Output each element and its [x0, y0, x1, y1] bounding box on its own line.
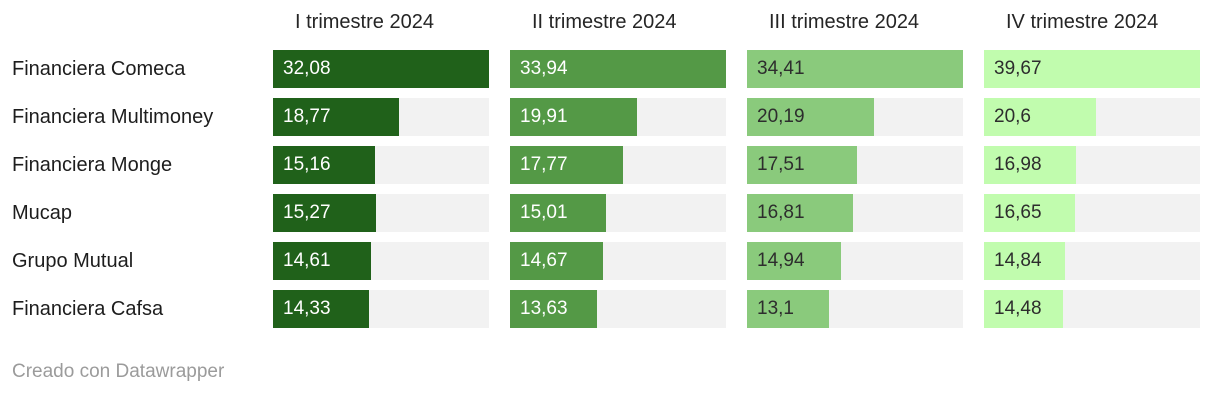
bar-value-label: 17,51: [757, 154, 805, 175]
bar-value-label: 34,41: [757, 58, 805, 79]
bar: 39,67: [984, 50, 1200, 88]
bar-value-label: 16,65: [994, 202, 1042, 223]
bar: 15,01: [510, 194, 606, 232]
bar-track: 32,08: [273, 50, 489, 88]
table-row: Financiera Comeca 32,08 33,94 34,41 39,6…: [12, 50, 1220, 88]
bar: 32,08: [273, 50, 489, 88]
row-label: Mucap: [12, 202, 73, 224]
bar-track: 20,6: [984, 98, 1200, 136]
bar: 14,84: [984, 242, 1065, 280]
table-row: Financiera Monge 15,16 17,77 17,51 16,98: [12, 146, 1220, 184]
header-spacer: [12, 8, 273, 50]
bar-track: 39,67: [984, 50, 1200, 88]
column-header-q1: I trimestre 2024: [295, 11, 434, 33]
bar: 20,19: [747, 98, 874, 136]
bar-track: 14,61: [273, 242, 489, 280]
bar-track: 17,77: [510, 146, 726, 184]
bar: 19,91: [510, 98, 637, 136]
bar-value-label: 13,1: [757, 298, 794, 319]
bar-track: 15,27: [273, 194, 489, 232]
bar: 16,81: [747, 194, 853, 232]
bar-value-label: 14,61: [283, 250, 331, 271]
bar-value-label: 14,33: [283, 298, 331, 319]
row-label: Financiera Comeca: [12, 58, 186, 80]
bar: 14,67: [510, 242, 604, 280]
bar-track: 14,33: [273, 290, 489, 328]
bar-track: 15,01: [510, 194, 726, 232]
table-row: Grupo Mutual 14,61 14,67 14,94 14,84: [12, 242, 1220, 280]
table-row: Mucap 15,27 15,01 16,81 16,65: [12, 194, 1220, 232]
bar-track: 16,81: [747, 194, 963, 232]
bar: 14,33: [273, 290, 370, 328]
row-label: Financiera Monge: [12, 154, 173, 176]
bar: 15,16: [273, 146, 376, 184]
bar: 15,27: [273, 194, 376, 232]
table-row: Financiera Multimoney 18,77 19,91 20,19 …: [12, 98, 1220, 136]
bar-value-label: 15,27: [283, 202, 331, 223]
bar-track: 18,77: [273, 98, 489, 136]
column-header-q4: IV trimestre 2024: [1006, 11, 1159, 33]
bar-track: 14,84: [984, 242, 1200, 280]
bar: 33,94: [510, 50, 726, 88]
bar-value-label: 15,01: [520, 202, 568, 223]
bar-value-label: 18,77: [283, 106, 331, 127]
bar: 13,63: [510, 290, 597, 328]
bar-track: 34,41: [747, 50, 963, 88]
bar-value-label: 20,19: [757, 106, 805, 127]
bar: 16,65: [984, 194, 1075, 232]
column-header-q2: II trimestre 2024: [532, 11, 677, 33]
bar: 14,61: [273, 242, 372, 280]
bar-track: 15,16: [273, 146, 489, 184]
bar-value-label: 32,08: [283, 58, 331, 79]
bar: 17,51: [747, 146, 857, 184]
bar-track: 14,48: [984, 290, 1200, 328]
bar-track: 16,98: [984, 146, 1200, 184]
bar-value-label: 19,91: [520, 106, 568, 127]
bar-value-label: 14,84: [994, 250, 1042, 271]
row-label: Financiera Multimoney: [12, 106, 214, 128]
bar-value-label: 17,77: [520, 154, 568, 175]
bar-value-label: 14,94: [757, 250, 805, 271]
bar-value-label: 14,67: [520, 250, 568, 271]
bar-value-label: 20,6: [994, 106, 1031, 127]
column-headers: I trimestre 2024 II trimestre 2024 III t…: [12, 8, 1220, 50]
bar-track: 13,63: [510, 290, 726, 328]
column-header-q3: III trimestre 2024: [769, 11, 920, 33]
bar: 34,41: [747, 50, 963, 88]
bar-track: 13,1: [747, 290, 963, 328]
bar-value-label: 14,48: [994, 298, 1042, 319]
bar-value-label: 16,81: [757, 202, 805, 223]
table-row: Financiera Cafsa 14,33 13,63 13,1 14,48: [12, 290, 1220, 328]
bar-value-label: 16,98: [994, 154, 1042, 175]
bar-track: 20,19: [747, 98, 963, 136]
bar: 18,77: [273, 98, 400, 136]
bar: 14,48: [984, 290, 1063, 328]
bar-value-label: 13,63: [520, 298, 568, 319]
bar-track: 14,94: [747, 242, 963, 280]
row-label: Financiera Cafsa: [12, 298, 164, 320]
bar: 13,1: [747, 290, 830, 328]
bar: 16,98: [984, 146, 1077, 184]
bar-track: 19,91: [510, 98, 726, 136]
bar: 17,77: [510, 146, 624, 184]
bar-value-label: 15,16: [283, 154, 331, 175]
datawrapper-credit-link[interactable]: Creado con Datawrapper: [12, 361, 225, 382]
row-label: Grupo Mutual: [12, 250, 134, 272]
bar-value-label: 33,94: [520, 58, 568, 79]
bar-track: 14,67: [510, 242, 726, 280]
bar-track: 33,94: [510, 50, 726, 88]
bar: 14,94: [747, 242, 841, 280]
bar: 20,6: [984, 98, 1097, 136]
bar-track: 16,65: [984, 194, 1200, 232]
bar-value-label: 39,67: [994, 58, 1042, 79]
bar-track: 17,51: [747, 146, 963, 184]
